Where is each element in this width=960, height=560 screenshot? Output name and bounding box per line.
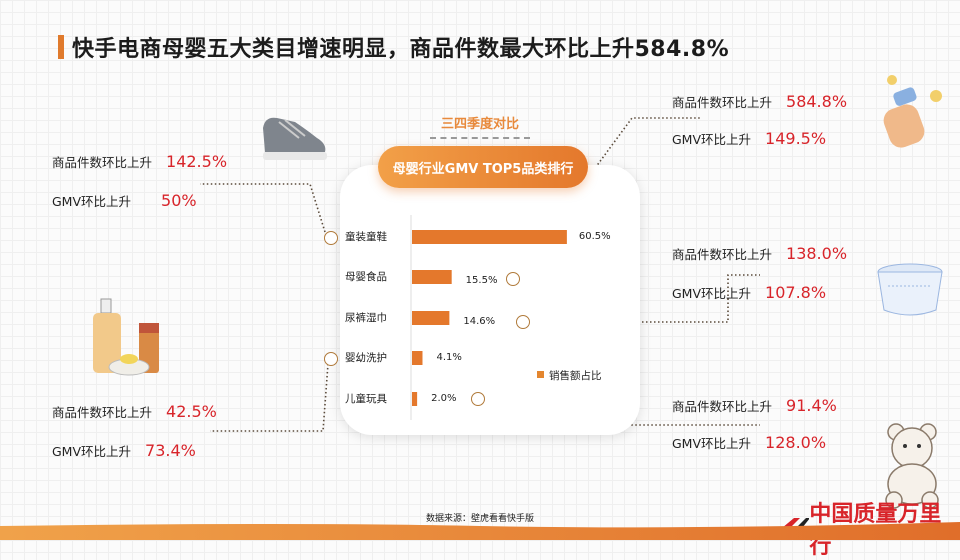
value-label: 15.5% (465, 275, 498, 286)
callout-marker (324, 352, 338, 366)
stat-diaper-items: 商品件数环比上升 138.0% (672, 244, 848, 263)
callout-marker (324, 231, 338, 245)
legend-swatch (537, 371, 544, 378)
category-label: 童装童鞋 (345, 231, 387, 243)
bar-2 (412, 311, 450, 325)
bar-0 (412, 230, 567, 244)
diaper-icon (877, 263, 943, 316)
stat-food-items: 商品件数环比上升 584.8% (672, 92, 848, 111)
stat-food-gmv: GMV环比上升 149.5% (672, 129, 827, 148)
category-label: 尿裤湿巾 (345, 312, 387, 324)
chart-title: 母婴行业GMV TOP5品类排行 (378, 146, 588, 188)
title-text: 快手电商母婴五大类目增速明显，商品件数最大环比上升584.8% (72, 37, 730, 62)
data-source: 数据来源：壁虎看看快手版 (425, 514, 534, 524)
category-label: 母婴食品 (345, 271, 387, 283)
bottom-band (0, 522, 960, 540)
connector-shoes (200, 183, 326, 233)
dashed-divider (430, 137, 530, 139)
baby-bottle-icon (883, 75, 942, 148)
category-label: 婴幼洗护 (345, 352, 387, 364)
legend-label: 销售额占比 (549, 370, 602, 382)
connector-diaper (530, 274, 760, 323)
stat-toys-gmv: GMV环比上升 128.0% (672, 433, 827, 452)
stat-skincare-items: 商品件数环比上升 42.5% (52, 402, 217, 421)
title-accent-bar (58, 35, 64, 59)
bottles-icon (93, 298, 159, 376)
page-title: 快手电商母婴五大类目增速明显，商品件数最大环比上升584.8% (58, 31, 729, 63)
value-label: 14.6% (463, 316, 496, 327)
shoe-icon (263, 117, 327, 160)
chart-subtitle: 三四季度对比 (440, 117, 519, 132)
stat-toys-items: 商品件数环比上升 91.4% (672, 396, 837, 415)
stat-shoes-items: 商品件数环比上升 142.5% (52, 152, 228, 171)
callout-marker (506, 272, 520, 286)
bar-4 (412, 392, 418, 406)
teddy-bear-icon (885, 423, 939, 509)
stat-skincare-gmv: GMV环比上升 73.4% (52, 441, 196, 460)
category-label: 儿童玩具 (345, 393, 387, 405)
stat-diaper-gmv: GMV环比上升 107.8% (672, 283, 827, 302)
chart-card (340, 165, 640, 435)
value-label: 2.0% (431, 393, 457, 404)
callout-marker (516, 315, 530, 329)
callout-marker (471, 392, 485, 406)
stat-shoes-gmv: GMV环比上升 50% (52, 191, 197, 210)
bar-3 (412, 351, 423, 365)
value-label: 4.1% (436, 352, 462, 363)
value-label: 60.5% (578, 231, 611, 242)
bar-chart (410, 215, 567, 420)
bar-1 (412, 270, 452, 284)
